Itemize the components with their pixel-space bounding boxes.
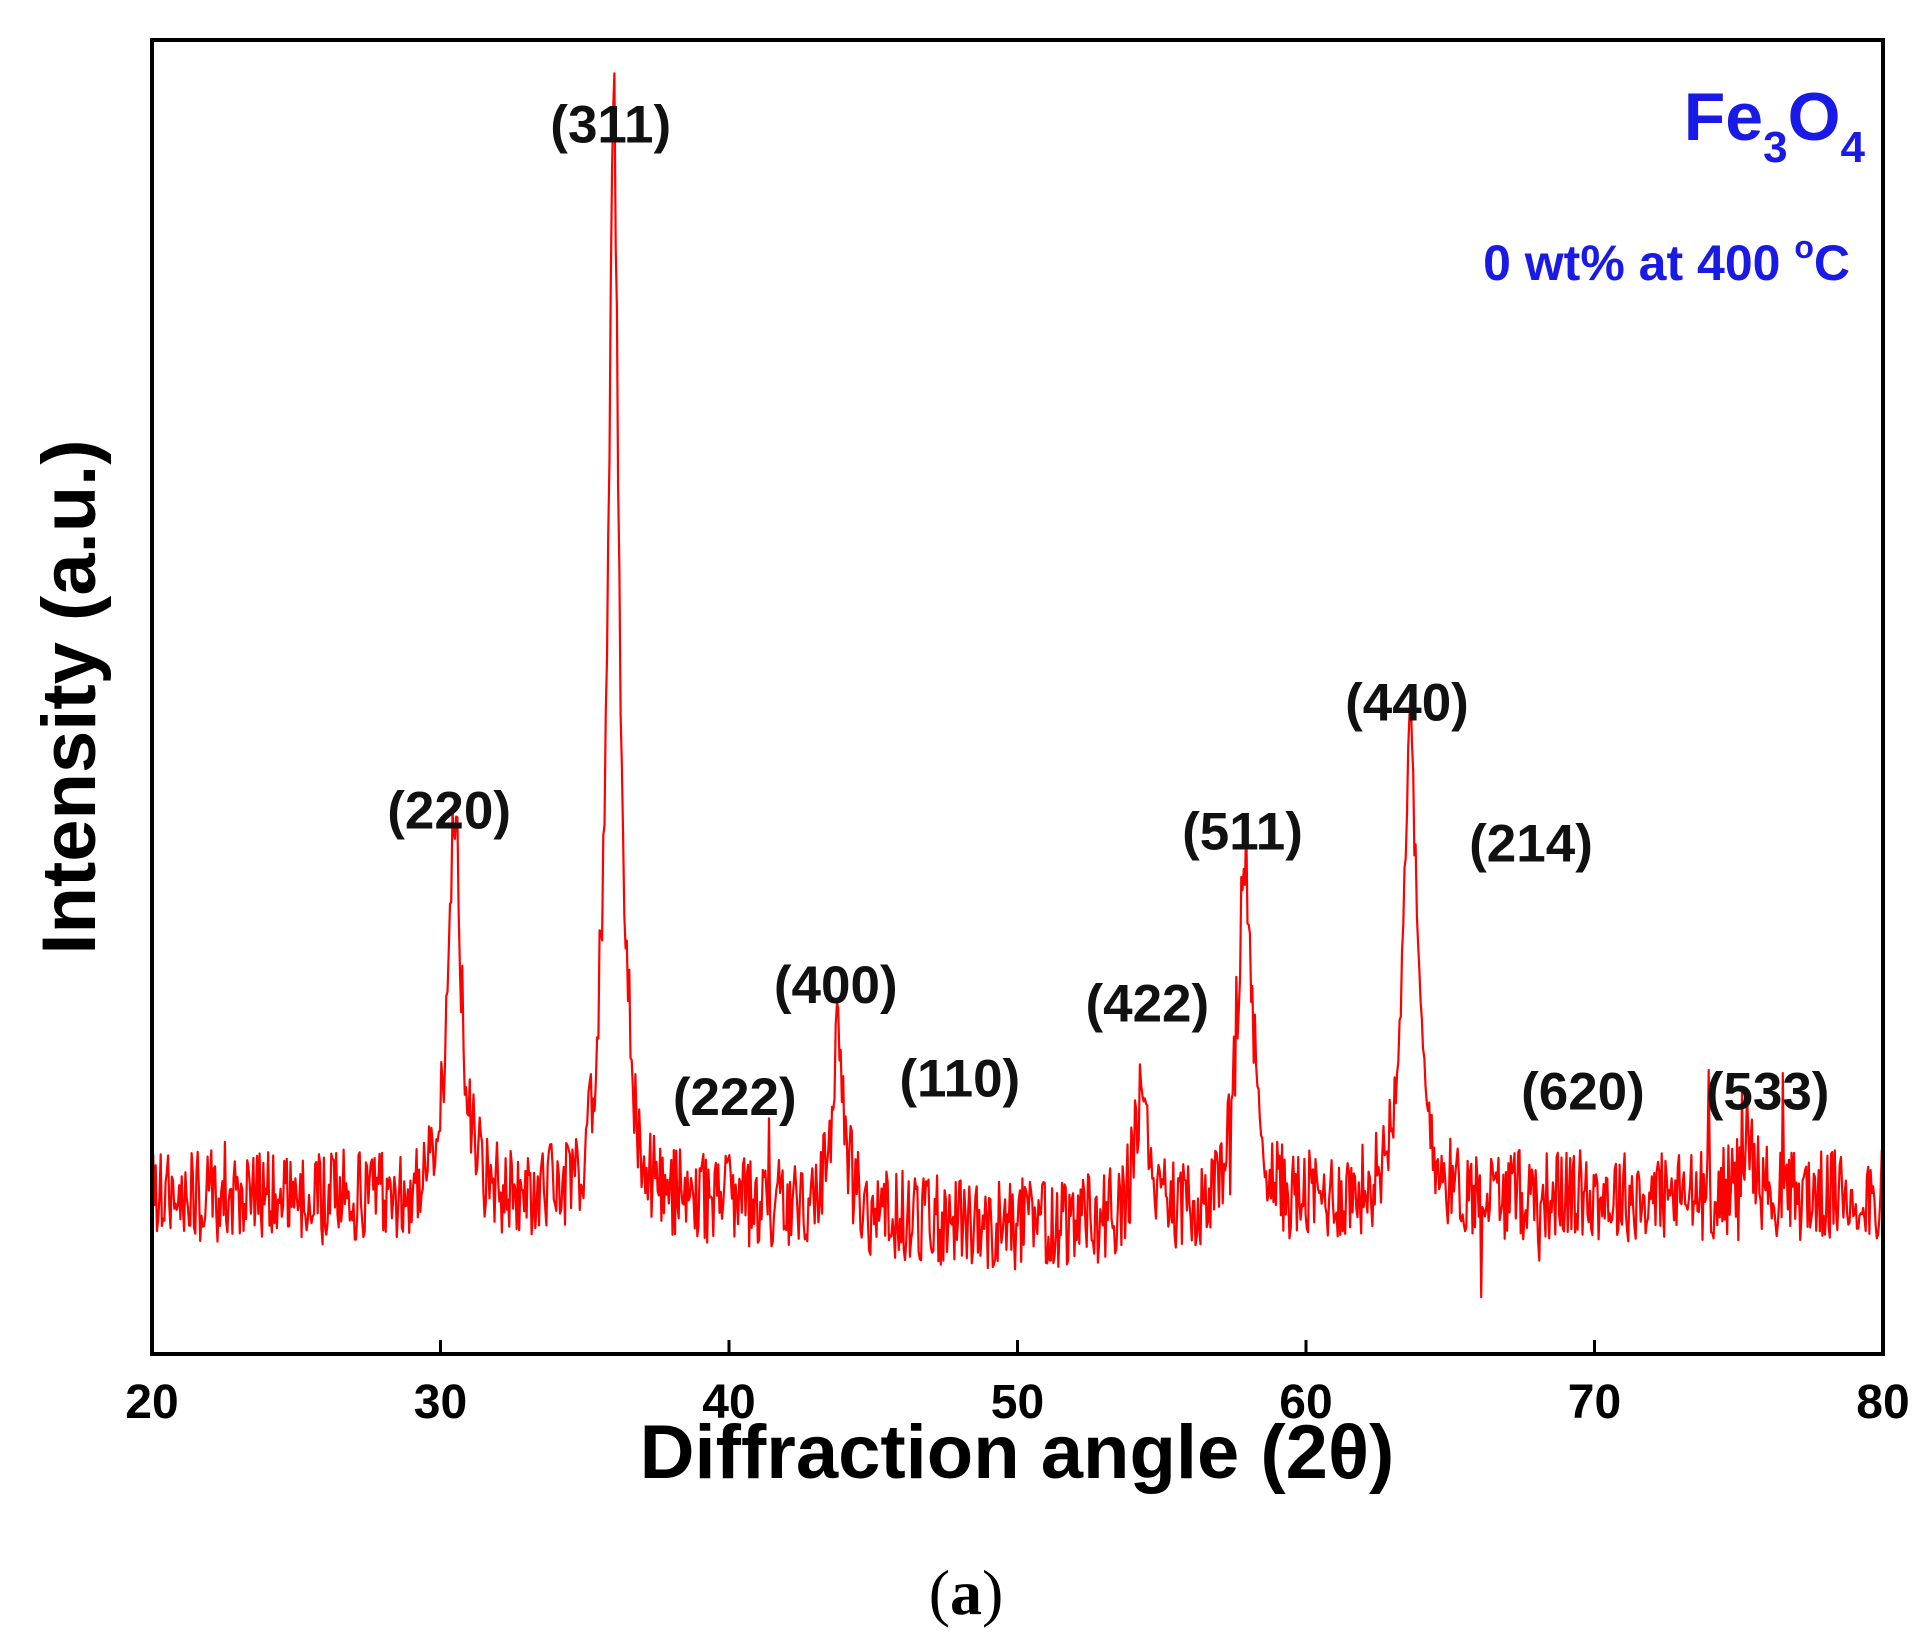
peak-label: (620) (1521, 1063, 1645, 1122)
x-axis-label: Diffraction angle (2θ) (640, 1410, 1395, 1495)
x-tick-label: 70 (1568, 1376, 1621, 1429)
peak-label: (511) (1182, 802, 1303, 861)
x-tick-label: 60 (1279, 1376, 1332, 1429)
plot-content: (220) (311) (222) (400)(110) (422) (511) (440)… (150, 72, 1885, 1299)
chart-title: Fe3O4 (1684, 79, 1866, 172)
chart-subtitle: 0 wt% at 400 oC (1483, 229, 1850, 291)
peak-label: (214) (1469, 814, 1593, 873)
y-axis-label: Intensity (a.u.) (27, 439, 112, 954)
x-tick-label: 20 (125, 1376, 178, 1429)
x-tick-label: 40 (702, 1376, 755, 1429)
peak-label: (311) (550, 95, 671, 154)
xrd-series-line (150, 72, 1885, 1299)
peak-label: (533) (1706, 1063, 1830, 1122)
peak-label: (222) (673, 1068, 797, 1127)
peak-label: (400) (774, 956, 898, 1015)
peak-label: (440) (1345, 674, 1469, 733)
peak-label: (110) (899, 1049, 1020, 1108)
figure-caption: (a) (928, 1557, 1004, 1628)
peak-label: (220) (387, 781, 511, 840)
x-tick-label: 50 (991, 1376, 1044, 1429)
x-tick-label: 80 (1856, 1376, 1909, 1429)
x-axis-ticks: 20 30 40 50 60 70 80 (125, 1340, 1910, 1429)
x-tick-label: 30 (414, 1376, 467, 1429)
peak-label: (422) (1085, 975, 1209, 1034)
